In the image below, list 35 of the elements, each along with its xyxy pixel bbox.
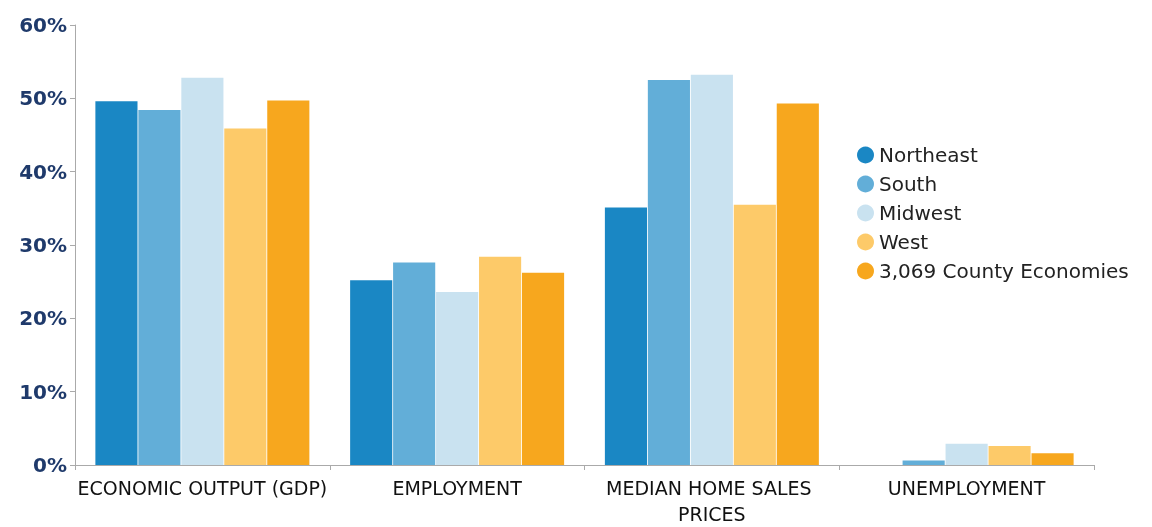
y-tick-label: 0% [33,453,67,477]
bar [988,445,1031,465]
legend-label: 3,069 County Economies [879,259,1129,283]
bar [945,443,988,465]
y-tick-label: 20% [19,306,67,331]
bar [776,103,819,465]
bar [522,272,565,465]
y-tick-label: 50% [19,86,67,111]
bar [267,100,310,465]
y-tick-label: 10% [19,379,67,404]
bar [647,80,690,465]
bar [436,291,479,465]
bar [224,128,267,465]
y-tick-label: 60% [19,13,67,37]
x-tick-label: EMPLOYMENT [392,477,523,499]
y-tick-label: 40% [19,159,67,184]
bar [393,262,436,465]
bar [95,101,138,465]
bar [350,280,393,465]
legend-label: West [879,230,929,254]
bar [733,204,776,465]
y-tick-label: 30% [19,233,67,257]
bar [181,77,224,465]
x-tick-label: ECONOMIC OUTPUT (GDP) [77,477,328,499]
bar [479,256,522,465]
bar [690,74,733,465]
bar [604,207,647,465]
bar [1031,453,1074,465]
x-tick-label: UNEMPLOYMENT [887,477,1046,499]
x-tick-label: MEDIAN HOME SALES PRICES [606,477,818,525]
bar [902,460,945,465]
legend-label: South [879,172,938,196]
bar [138,110,181,465]
legend-label: Midwest [879,201,962,225]
legend-label: Northeast [879,143,978,167]
